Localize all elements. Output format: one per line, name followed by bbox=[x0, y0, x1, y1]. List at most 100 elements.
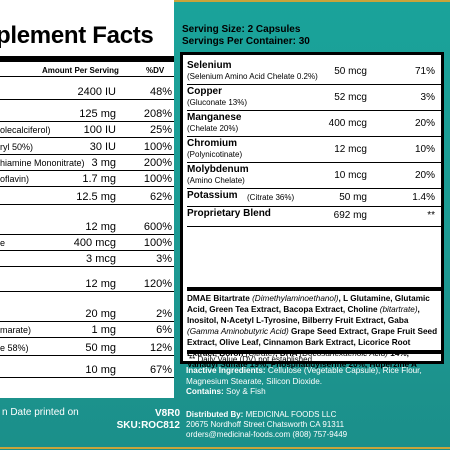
left-nutrient-row: olecalciferol) 100 IU 25% bbox=[0, 122, 174, 138]
left-column-headers: Amount Per Serving %DV bbox=[0, 64, 174, 77]
gold-border-top bbox=[0, 0, 450, 2]
lot-code: V8R0 bbox=[154, 408, 180, 419]
left-nutrient-amount: 3 mcg bbox=[86, 253, 116, 265]
left-nutrient-dv: 12% bbox=[149, 342, 172, 354]
right-nutrient-dv: 20% bbox=[414, 170, 435, 181]
right-nutrient-row: Selenium (Selenium Amino Acid Chelate 0.2… bbox=[187, 59, 441, 85]
right-nutrient-source: (Selenium Amino Acid Chelate 0.2%) bbox=[187, 72, 318, 81]
serving-info: Serving Size: 2 Capsules Servings Per Co… bbox=[182, 24, 450, 48]
serving-size: Serving Size: 2 Capsules bbox=[182, 24, 301, 35]
distributed-label: Distributed By: bbox=[186, 410, 244, 419]
left-nutrient-amount: 2400 IU bbox=[77, 86, 116, 98]
left-nutrient-row: e 400 mcg 100% bbox=[0, 235, 174, 251]
right-nutrient-amount: 52 mcg bbox=[334, 92, 367, 103]
left-nutrient-dv: 100% bbox=[143, 173, 172, 185]
left-nutrient-row: 20 mg 2% bbox=[0, 292, 174, 322]
right-nutrient-dv: 1.4% bbox=[412, 192, 435, 203]
right-nutrient-dv: 3% bbox=[420, 92, 435, 103]
right-nutrient-name: Selenium bbox=[187, 60, 232, 71]
left-nutrient-amount: 12.5 mg bbox=[76, 191, 116, 203]
right-nutrient-amount: 692 mg bbox=[333, 210, 367, 221]
left-nutrient-dv: 208% bbox=[143, 108, 172, 120]
left-nutrient-row: ryl 50%) 30 IU 100% bbox=[0, 138, 174, 155]
distributor-info: Distributed By: MEDICINAL FOODS LLC 2067… bbox=[186, 410, 450, 440]
right-nutrient-row: Chromium (Polynicotinate) 12 mcg 10% bbox=[187, 137, 441, 163]
right-nutrient-name: Chromium bbox=[187, 138, 237, 149]
left-nutrient-dv: 600% bbox=[143, 221, 172, 233]
left-nutrient-row: 3 mcg 3% bbox=[0, 251, 174, 267]
right-nutrient-row: Manganese (Chelate 20%) 400 mcg 20% bbox=[187, 111, 441, 137]
right-nutrient-dv: 10% bbox=[414, 144, 435, 155]
left-nutrient-name: e 58%) bbox=[0, 343, 29, 353]
right-nutrient-amount: 50 mg bbox=[339, 192, 367, 203]
gold-border-bottom bbox=[0, 447, 450, 449]
right-nutrient-amount: 12 mcg bbox=[334, 144, 367, 155]
left-nutrient-amount: 12 mg bbox=[85, 278, 116, 290]
right-nutrient-source: (Gluconate 13%) bbox=[187, 98, 248, 107]
left-nutrient-amount: 30 IU bbox=[89, 141, 116, 153]
left-nutrient-row: hiamine Mononitrate) 3 mg 200% bbox=[0, 155, 174, 171]
company-address: 20675 Nordhoff Street Chatsworth CA 9131… bbox=[186, 420, 345, 429]
date-printed-text: n Date printed on bbox=[2, 407, 79, 418]
left-nutrient-amount: 400 mcg bbox=[73, 237, 116, 249]
contains-text: Soy & Fish bbox=[223, 387, 266, 396]
left-nutrient-row: 12.5 mg 62% bbox=[0, 187, 174, 205]
left-nutrient-row: 12 mg 120% bbox=[0, 267, 174, 292]
right-facts-panel: Selenium (Selenium Amino Acid Chelate 0.2… bbox=[180, 52, 444, 369]
left-facts-panel: plement Facts Amount Per Serving %DV 240… bbox=[0, 0, 174, 398]
left-nutrient-row: 10 mg 67% bbox=[0, 356, 174, 378]
inactive-label: Inactive Ingredients: bbox=[186, 366, 266, 375]
left-nutrient-dv: 6% bbox=[156, 324, 172, 336]
left-nutrient-name: ryl 50%) bbox=[0, 142, 34, 152]
left-nutrient-amount: 10 mg bbox=[85, 364, 116, 376]
left-nutrient-row: oflavin) 1.7 mg 100% bbox=[0, 171, 174, 187]
left-nutrient-name: e bbox=[0, 238, 6, 248]
amount-header: Amount Per Serving bbox=[42, 66, 119, 75]
left-nutrient-name: olecalciferol) bbox=[0, 125, 51, 135]
servings-per-container: Servings Per Container: 30 bbox=[182, 36, 310, 47]
dv-header: %DV bbox=[146, 66, 165, 75]
right-nutrient-name: Potassium bbox=[187, 190, 238, 201]
inactive-text: Cellulose (Vegetable Capsule), Rice Flou… bbox=[186, 366, 422, 386]
right-nutrient-dv: ** bbox=[427, 210, 435, 221]
right-nutrient-amount: 400 mcg bbox=[328, 118, 367, 129]
contains-label: Contains: bbox=[186, 387, 224, 396]
right-nutrient-source: (Polynicotinate) bbox=[187, 150, 243, 159]
left-nutrient-row: e 58%) 50 mg 12% bbox=[0, 338, 174, 356]
left-nutrient-name: oflavin) bbox=[0, 174, 30, 184]
left-nutrient-row: 125 mg 208% bbox=[0, 100, 174, 122]
right-nutrient-name: Proprietary Blend bbox=[187, 208, 271, 219]
left-nutrient-amount: 100 IU bbox=[83, 124, 116, 136]
right-nutrient-dv: 20% bbox=[414, 118, 435, 129]
company-contact: orders@medicinal-foods.com (808) 757-944… bbox=[186, 430, 348, 439]
inactive-ingredients: Inactive Ingredients: Cellulose (Vegetab… bbox=[186, 366, 450, 398]
left-nutrient-dv: 200% bbox=[143, 157, 172, 169]
right-nutrient-source: (Amino Chelate) bbox=[187, 176, 245, 185]
left-nutrient-amount: 20 mg bbox=[85, 308, 116, 320]
left-nutrient-dv: 100% bbox=[143, 141, 172, 153]
left-nutrient-dv: 48% bbox=[149, 86, 172, 98]
left-nutrient-row: marate) 1 mg 6% bbox=[0, 322, 174, 338]
right-nutrient-source: (Chelate 20%) bbox=[187, 124, 239, 133]
right-nutrient-name: Manganese bbox=[187, 112, 242, 123]
left-nutrient-dv: 100% bbox=[143, 237, 172, 249]
facts-title: plement Facts bbox=[0, 22, 154, 49]
left-nutrient-name: hiamine Mononitrate) bbox=[0, 158, 85, 168]
right-nutrient-amount: 10 mcg bbox=[334, 170, 367, 181]
right-nutrient-row: Potassium (Citrate 36%) 50 mg 1.4% bbox=[187, 189, 441, 207]
right-nutrient-name: Molybdenum bbox=[187, 164, 249, 175]
left-nutrient-amount: 3 mg bbox=[91, 157, 116, 169]
left-nutrient-amount: 12 mg bbox=[85, 221, 116, 233]
sku-code: SKU:ROC812 bbox=[116, 420, 180, 431]
left-nutrient-dv: 120% bbox=[143, 278, 172, 290]
dv-note-divider bbox=[187, 350, 441, 354]
right-nutrient-row: Copper (Gluconate 13%) 52 mcg 3% bbox=[187, 85, 441, 111]
left-nutrient-name: marate) bbox=[0, 325, 32, 335]
left-header: plement Facts bbox=[0, 0, 174, 62]
right-nutrient-name: Copper bbox=[187, 86, 222, 97]
left-footer: n Date printed on bbox=[0, 398, 174, 450]
left-nutrient-dv: 62% bbox=[149, 191, 172, 203]
left-nutrient-amount: 125 mg bbox=[79, 108, 116, 120]
left-nutrient-amount: 1 mg bbox=[91, 324, 116, 336]
right-nutrient-row: Proprietary Blend 692 mg ** bbox=[187, 207, 441, 227]
